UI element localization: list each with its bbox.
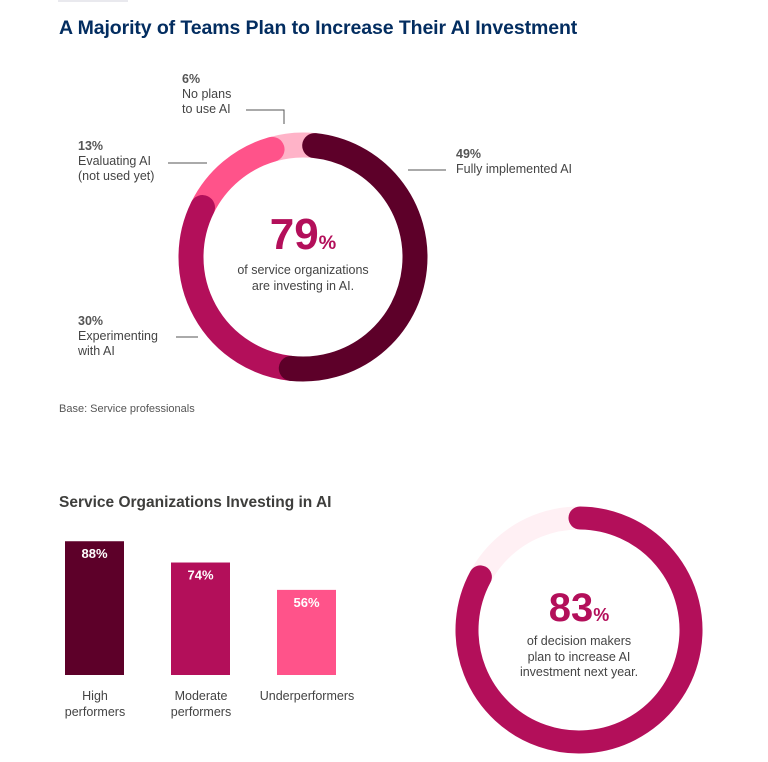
bar-value-label: 74%	[187, 568, 213, 583]
donut-center: 79% of service organizations are investi…	[203, 213, 403, 294]
legend-experimenting-text2: with AI	[78, 344, 115, 358]
donut-center-line1: of service organizations	[237, 263, 369, 277]
bar-chart-title: Service Organizations Investing in AI	[59, 494, 332, 511]
legend-fully: 49% Fully implemented AI	[456, 147, 572, 177]
ring-center-line3: investment next year.	[519, 665, 639, 679]
bar-category-label-moderate: Moderate performers	[170, 689, 232, 719]
donut-center-value: 79%	[269, 210, 337, 259]
legend-experimenting-text1: Experimenting	[78, 329, 158, 343]
legend-noplans-pct: 6%	[182, 72, 201, 86]
bar-high	[65, 541, 124, 675]
bar-under	[277, 589, 336, 675]
bar-moderate	[171, 562, 230, 675]
legend-evaluating-text2: (not used yet)	[78, 169, 155, 183]
leader-line-noplans	[246, 109, 285, 124]
bar-category-label-high: High performers	[64, 689, 126, 719]
ring-center: 83% of decision makers plan to increase …	[484, 588, 674, 681]
top-rule	[58, 0, 128, 2]
legend-evaluating-text1: Evaluating AI	[78, 154, 151, 168]
legend-evaluating-pct: 13%	[78, 139, 104, 153]
page-title: A Majority of Teams Plan to Increase The…	[59, 17, 578, 39]
donut-center-line2: are investing in AI.	[251, 278, 355, 293]
donut-segment-evaluating	[190, 136, 285, 221]
ring-center-line1: of decision makers	[526, 634, 632, 648]
bar-category-label-under: Underperformers	[259, 689, 355, 703]
legend-noplans-text2: to use AI	[182, 102, 231, 116]
legend-experimenting: 30% Experimenting with AI	[78, 314, 158, 359]
donut-segment-experimenting	[178, 195, 304, 381]
legend-fully-text: Fully implemented AI	[456, 162, 573, 176]
ring-center-value: 83%	[548, 586, 610, 630]
legend-fully-pct: 49%	[456, 147, 482, 161]
legend-noplans: 6% No plans to use AI	[182, 72, 231, 117]
bar-value-label: 88%	[81, 546, 107, 561]
bar-value-label: 56%	[293, 595, 319, 610]
ring-center-line2: plan to increase AI	[527, 649, 631, 664]
ring-progress	[455, 506, 703, 754]
donut-segment-fully	[278, 133, 428, 382]
base-note: Base: Service professionals	[59, 403, 195, 415]
legend-noplans-text1: No plans	[182, 87, 232, 101]
legend-evaluating: 13% Evaluating AI (not used yet)	[78, 139, 154, 184]
legend-experimenting-pct: 30%	[78, 314, 104, 328]
